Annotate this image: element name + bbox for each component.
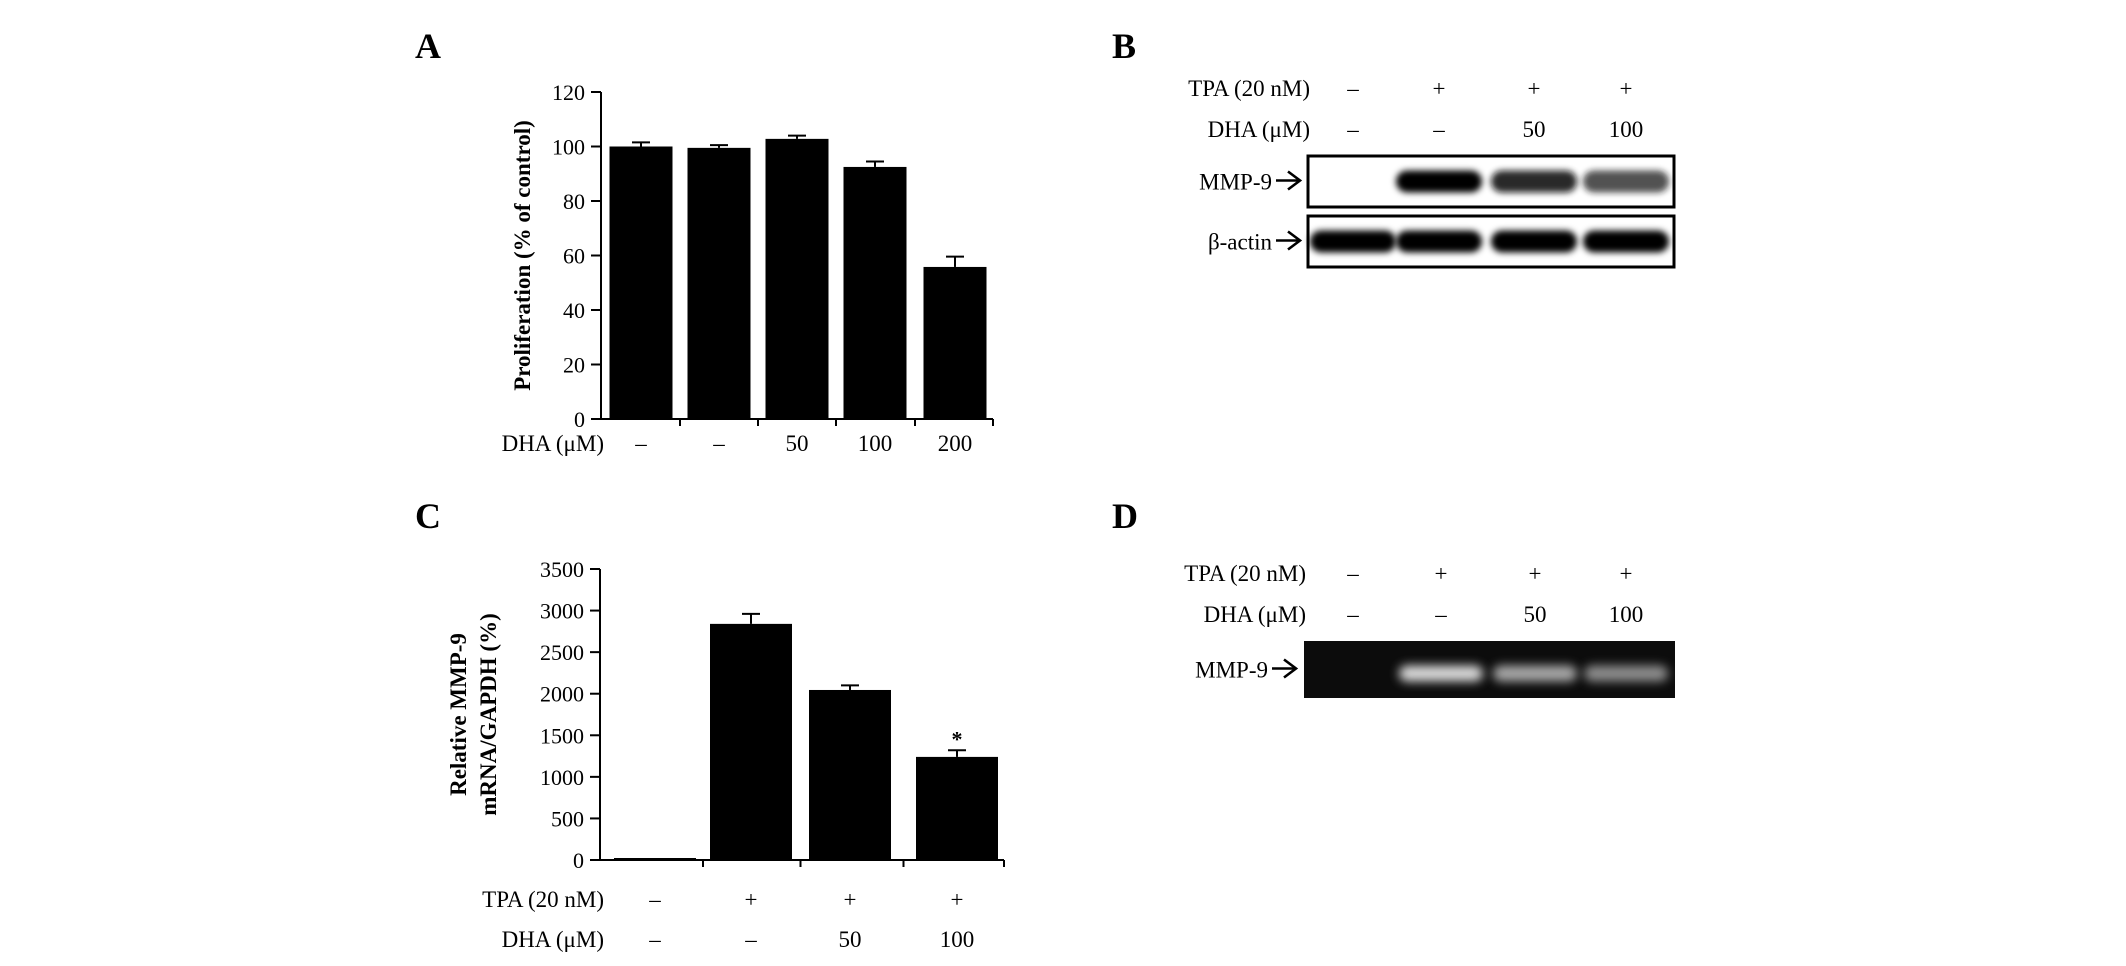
- lane-condition-value: –: [1432, 117, 1445, 142]
- blot-band: [1491, 230, 1577, 253]
- y-tick-label: 120: [552, 80, 585, 105]
- bar: [687, 147, 751, 420]
- condition-value: 50: [786, 431, 809, 456]
- blot-band: [1310, 230, 1396, 253]
- lane-condition-value: –: [1346, 117, 1359, 142]
- y-axis-label: Proliferation (% of control): [510, 120, 535, 391]
- condition-value: +: [844, 887, 857, 912]
- y-tick-label: 60: [563, 244, 585, 269]
- lane-condition-value: –: [1346, 602, 1359, 627]
- blot-condition-label: DHA (μM): [1208, 117, 1310, 142]
- condition-value: +: [951, 887, 964, 912]
- lane-condition-value: 100: [1609, 602, 1644, 627]
- lane-condition-value: –: [1434, 602, 1447, 627]
- blot-condition-label: DHA (μM): [1204, 602, 1306, 627]
- y-tick-label: 20: [563, 353, 585, 378]
- condition-value: –: [634, 431, 647, 456]
- band-arrow-icon: [1287, 170, 1303, 191]
- condition-row-label: TPA (20 nM): [482, 887, 604, 912]
- blot-b-western: TPA (20 nM) – + + + DHA (μM) – – 50 100 MMP-9 β-act…: [1188, 76, 1676, 269]
- condition-value: –: [648, 927, 661, 952]
- lane-condition-value: +: [1620, 561, 1633, 586]
- condition-value: 200: [938, 431, 973, 456]
- lane-condition-value: +: [1528, 76, 1541, 101]
- lane-condition-value: 100: [1609, 117, 1644, 142]
- blot-band: [1583, 170, 1669, 193]
- condition-value: –: [648, 887, 661, 912]
- condition-row-label: DHA (μM): [502, 927, 604, 952]
- bar: [710, 623, 792, 860]
- bar: [609, 146, 673, 419]
- bar: [923, 266, 987, 419]
- y-tick-label: 2000: [540, 682, 584, 707]
- bar: [765, 138, 829, 419]
- y-tick-label: 500: [551, 806, 584, 831]
- lane-condition-value: +: [1435, 561, 1448, 586]
- bar: [614, 858, 696, 860]
- lane-condition-value: +: [1433, 76, 1446, 101]
- blot-d-zymography: TPA (20 nM) – + + + DHA (μM) – – 50 100 MMP-9: [1184, 561, 1675, 698]
- lane-condition-value: 50: [1524, 602, 1547, 627]
- y-tick-label: 1500: [540, 723, 584, 748]
- condition-value: –: [744, 927, 757, 952]
- y-tick-label: 100: [552, 135, 585, 160]
- chart-c-mmp9-mrna: 0 500 1000 1500 2000 2500 3000 3500 Relative MMP…: [446, 557, 1005, 952]
- y-tick-label: 80: [563, 189, 585, 214]
- band-label: MMP-9: [1199, 170, 1272, 195]
- bar: [916, 756, 998, 860]
- y-tick-label: 1000: [540, 765, 584, 790]
- panel-label-a: A: [415, 26, 441, 66]
- condition-value: 100: [940, 927, 975, 952]
- blot-band: [1396, 170, 1482, 193]
- gel-band: [1493, 665, 1577, 682]
- panel-label-b: B: [1112, 26, 1136, 66]
- y-tick-label: 2500: [540, 640, 584, 665]
- blot-condition-label: TPA (20 nM): [1188, 76, 1310, 101]
- y-tick-label: 40: [563, 298, 585, 323]
- y-tick-label: 3000: [540, 599, 584, 624]
- gel-band: [1399, 665, 1483, 682]
- blot-band: [1583, 230, 1669, 253]
- band-label: β-actin: [1208, 230, 1273, 255]
- blot-band: [1491, 170, 1577, 193]
- y-tick-label: 3500: [540, 557, 584, 582]
- lane-condition-value: –: [1346, 561, 1359, 586]
- band-arrow-icon: [1283, 658, 1299, 679]
- band-arrow-icon: [1287, 230, 1303, 251]
- condition-value: +: [745, 887, 758, 912]
- blot-band: [1396, 230, 1482, 253]
- bar: [843, 166, 907, 419]
- gel-band: [1584, 665, 1668, 682]
- bar: [809, 689, 891, 860]
- lane-condition-value: 50: [1523, 117, 1546, 142]
- condition-value: –: [712, 431, 725, 456]
- lane-condition-value: –: [1346, 76, 1359, 101]
- lane-condition-value: +: [1620, 76, 1633, 101]
- condition-row-label: DHA (μM): [502, 431, 604, 456]
- y-tick-label: 0: [574, 407, 585, 432]
- panel-label-d: D: [1112, 496, 1138, 536]
- condition-value: 50: [839, 927, 862, 952]
- lane-condition-value: +: [1529, 561, 1542, 586]
- band-label: MMP-9: [1195, 658, 1268, 683]
- y-tick-label: 0: [573, 848, 584, 873]
- chart-a-proliferation: 0 20 40 60 80 100 120 Proliferation (% of contr…: [502, 80, 994, 456]
- panel-label-c: C: [415, 496, 441, 536]
- y-axis-label: Relative MMP-9 mRNA/GAPDH (%): [446, 613, 501, 816]
- condition-value: 100: [858, 431, 893, 456]
- blot-condition-label: TPA (20 nM): [1184, 561, 1306, 586]
- significance-marker: *: [952, 726, 963, 751]
